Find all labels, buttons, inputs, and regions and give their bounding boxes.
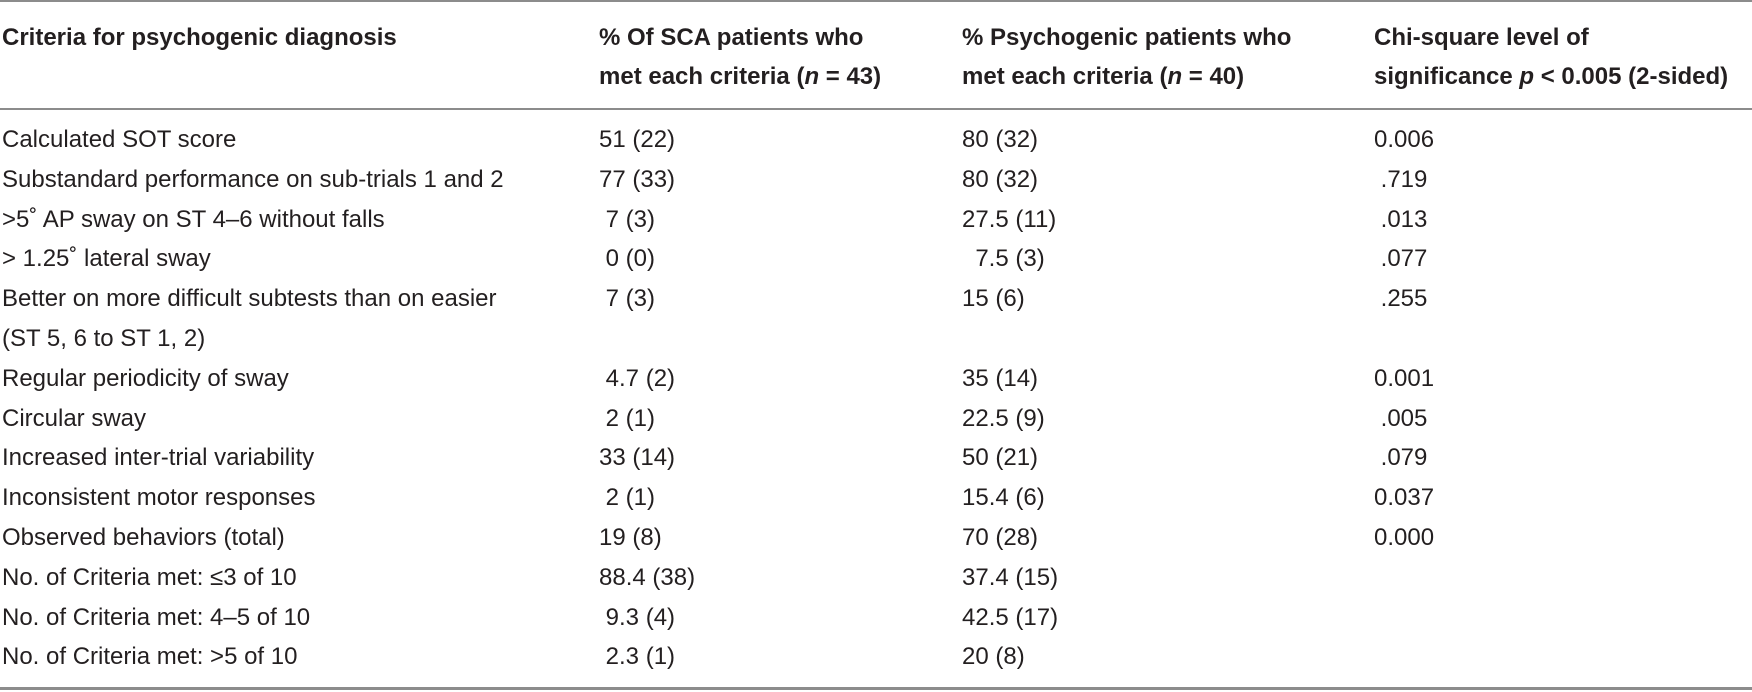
header-chi-line1: Chi-square level of (1374, 24, 1589, 51)
cell-psychogenic: 15.4 (6) (962, 484, 1045, 512)
header-chi-line2-suffix: < 0.005 (2-sided) (1534, 63, 1729, 90)
table-row: No. of Criteria met: ≤3 of 10 88.4 (38) … (0, 558, 1752, 598)
cell-criteria: Regular periodicity of sway (2, 364, 289, 392)
cell-sca: 9.3 (4) (599, 603, 676, 631)
table-top-rule (0, 0, 1752, 2)
header-psy-line2-prefix: met each criteria ( (962, 63, 1168, 90)
cell-criteria: >5˚ AP sway on ST 4–6 without falls (2, 205, 385, 233)
table-row: No. of Criteria met: 4–5 of 10 9.3 (4) 4… (0, 598, 1752, 638)
cell-criteria: > 1.25˚ lateral sway (2, 245, 211, 273)
cell-sca: 2.3 (1) (599, 643, 676, 671)
cell-criteria: No. of Criteria met: ≤3 of 10 (2, 563, 297, 591)
header-criteria: Criteria for psychogenic diagnosis (2, 18, 562, 57)
table-row: No. of Criteria met: >5 of 10 2.3 (1) 20… (0, 637, 1752, 677)
cell-sca: 33 (14) (599, 444, 676, 472)
cell-psychogenic: 15 (6) (962, 285, 1025, 313)
header-chi-p: p (1519, 63, 1535, 90)
table-row: >5˚ AP sway on ST 4–6 without falls 7 (3… (0, 200, 1752, 240)
table-row: Circular sway 2 (1) 22.5 (9) .005 (0, 399, 1752, 439)
cell-chi-square: .079 (1374, 444, 1428, 472)
table-row: Increased inter-trial variability 33 (14… (0, 438, 1752, 478)
cell-criteria: Circular sway (2, 404, 147, 432)
cell-psychogenic: 27.5 (11) (962, 205, 1057, 233)
table-row: Substandard performance on sub-trials 1 … (0, 160, 1752, 200)
cell-chi-square: .255 (1374, 285, 1428, 313)
cell-chi-square: .005 (1374, 404, 1428, 432)
cell-criteria: Substandard performance on sub-trials 1 … (2, 165, 504, 193)
cell-sca: 7 (3) (599, 285, 656, 313)
table-row: Inconsistent motor responses 2 (1) 15.4 … (0, 478, 1752, 518)
header-psy-n: n (1167, 63, 1183, 90)
cell-chi-square: 0.001 (1374, 364, 1435, 392)
table-row: Calculated SOT score 51 (22) 80 (32) 0.0… (0, 120, 1752, 160)
cell-psychogenic: 7.5 (3) (962, 245, 1045, 273)
cell-sca: 7 (3) (599, 205, 656, 233)
cell-criteria: No. of Criteria met: >5 of 10 (2, 643, 298, 671)
cell-criteria: Inconsistent motor responses (2, 484, 316, 512)
cell-criteria: Increased inter-trial variability (2, 444, 315, 472)
header-sca: % Of SCA patients who met each criteria … (599, 18, 939, 96)
cell-psychogenic: 22.5 (9) (962, 404, 1045, 432)
cell-psychogenic: 70 (28) (962, 523, 1039, 551)
table-row: Better on more difficult subtests than o… (0, 279, 1752, 359)
cell-criteria-line2: (ST 5, 6 to ST 1, 2) (2, 324, 206, 352)
cell-sca: 2 (1) (599, 484, 656, 512)
cell-chi-square: 0.000 (1374, 523, 1435, 551)
header-psychogenic: % Psychogenic patients who met each crit… (962, 18, 1322, 96)
header-chi-square: Chi-square level of significance p < 0.0… (1374, 18, 1752, 96)
cell-criteria: Calculated SOT score (2, 126, 237, 153)
cell-chi-square: .077 (1374, 245, 1428, 273)
table-row: Regular periodicity of sway 4.7 (2) 35 (… (0, 359, 1752, 399)
cell-criteria-line1: Better on more difficult subtests than o… (2, 285, 497, 313)
table-bottom-rule (0, 687, 1752, 690)
cell-sca: 0 (0) (599, 245, 656, 273)
header-sca-line1: % Of SCA patients who (599, 24, 864, 51)
cell-chi-square: 0.006 (1374, 126, 1435, 153)
cell-chi-square: .013 (1374, 205, 1428, 233)
table-header-rule (0, 108, 1752, 110)
header-psy-line1: % Psychogenic patients who (962, 24, 1292, 51)
header-sca-line2-suffix: = 43) (819, 63, 882, 90)
cell-psychogenic: 80 (32) (962, 126, 1039, 153)
cell-psychogenic: 37.4 (15) (962, 563, 1059, 591)
cell-sca: 2 (1) (599, 404, 656, 432)
cell-criteria: Observed behaviors (total) (2, 523, 285, 551)
header-criteria-text: Criteria for psychogenic diagnosis (2, 24, 397, 51)
cell-criteria: No. of Criteria met: 4–5 of 10 (2, 603, 311, 631)
cell-sca: 88.4 (38) (599, 563, 696, 591)
cell-criteria: Better on more difficult subtests than o… (2, 279, 582, 359)
cell-sca: 77 (33) (599, 165, 676, 193)
cell-sca: 51 (22) (599, 126, 676, 153)
cell-sca: 4.7 (2) (599, 364, 676, 392)
cell-chi-square: .719 (1374, 165, 1428, 193)
cell-psychogenic: 80 (32) (962, 165, 1039, 193)
cell-psychogenic: 35 (14) (962, 364, 1039, 392)
cell-psychogenic: 42.5 (17) (962, 603, 1059, 631)
header-psy-line2-suffix: = 40) (1182, 63, 1245, 90)
cell-chi-square: 0.037 (1374, 484, 1435, 512)
table-row: Observed behaviors (total) 19 (8) 70 (28… (0, 518, 1752, 558)
cell-psychogenic: 20 (8) (962, 643, 1025, 671)
table-row: > 1.25˚ lateral sway 0 (0) 7.5 (3) .077 (0, 239, 1752, 279)
header-chi-line2-prefix: significance (1374, 63, 1520, 90)
header-sca-line2-prefix: met each criteria ( (599, 63, 805, 90)
cell-sca: 19 (8) (599, 523, 662, 551)
table-body: Calculated SOT score 51 (22) 80 (32) 0.0… (0, 120, 1752, 677)
header-sca-n: n (804, 63, 820, 90)
cell-psychogenic: 50 (21) (962, 444, 1039, 472)
